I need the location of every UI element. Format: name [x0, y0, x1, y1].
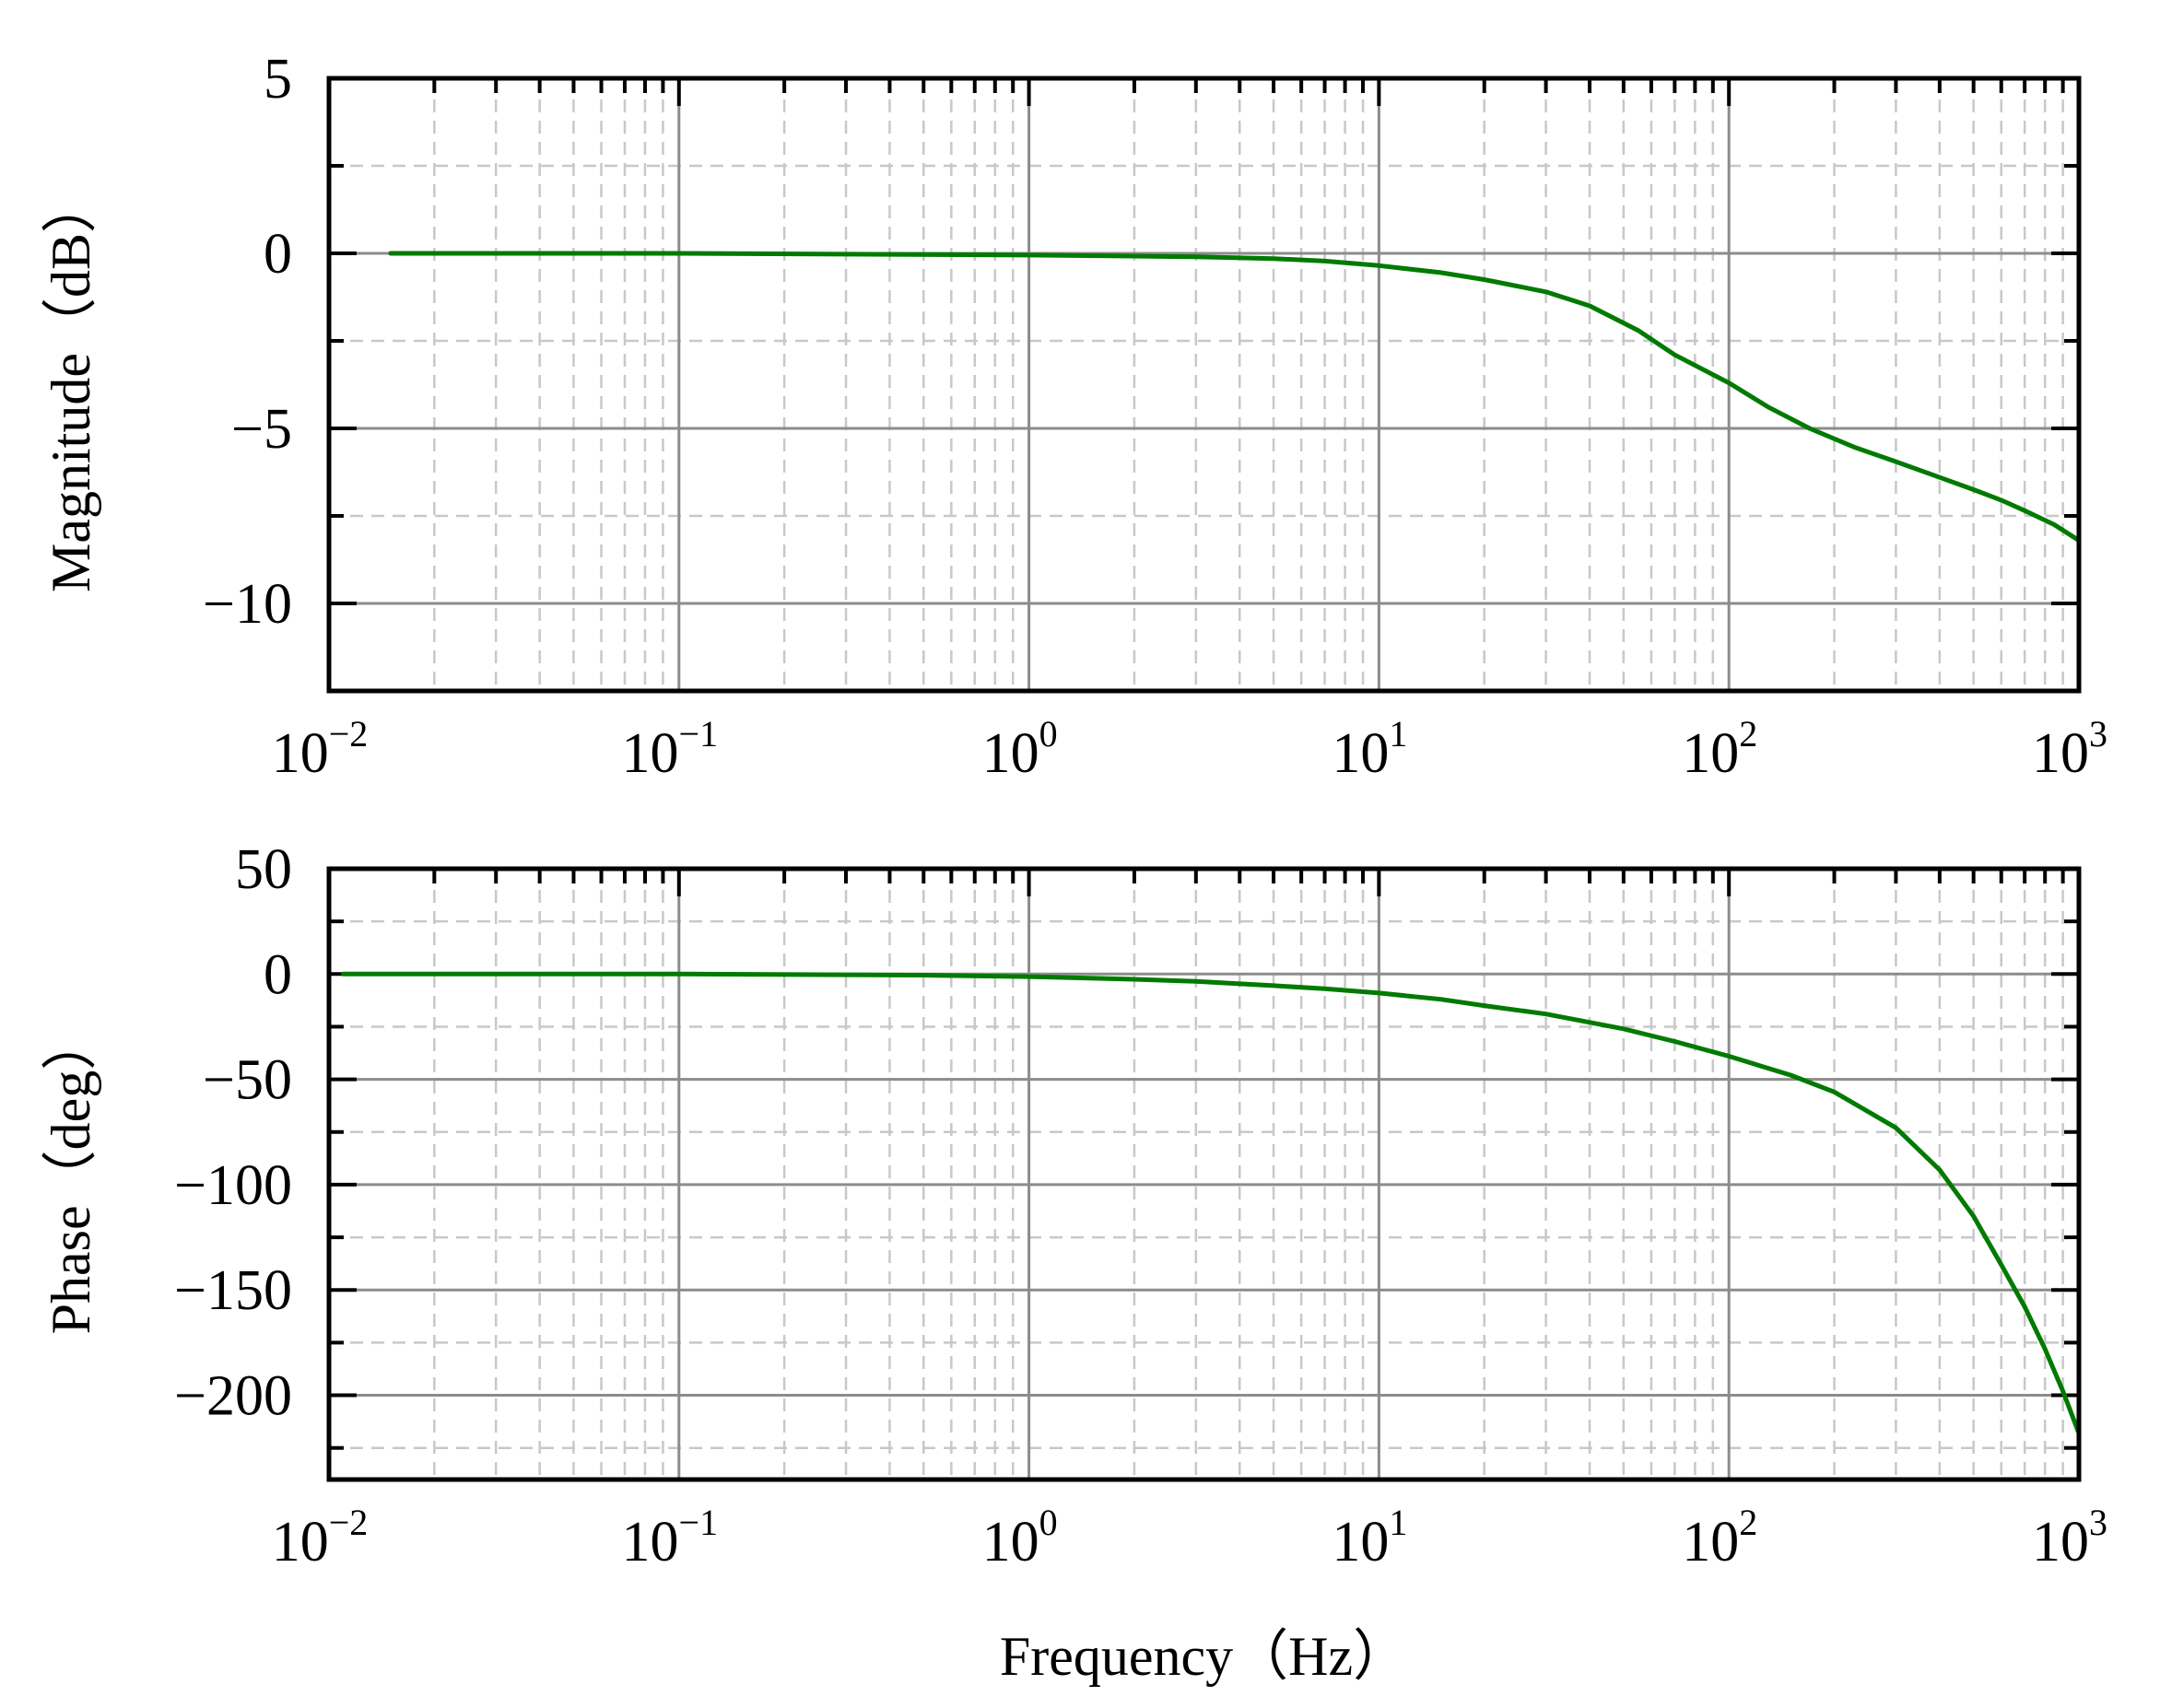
- phase-y-tick-label: 50: [235, 838, 292, 901]
- phase-x-tick-label: 103: [2032, 1502, 2107, 1573]
- phase-grid: [327, 867, 2081, 1480]
- magnitude-y-axis-title: Magnitude（dB）: [41, 178, 101, 592]
- phase-ticks: [327, 867, 2081, 1450]
- phase-x-tick-label: 101: [1332, 1502, 1407, 1573]
- magnitude-y-tick-label: 0: [264, 223, 292, 286]
- magnitude-series-line: [388, 251, 2082, 544]
- phase-y-axis-title: Phase（deg）: [41, 1015, 101, 1335]
- magnitude-plot-frame: [326, 76, 2082, 694]
- magnitude-y-tick-label: −5: [231, 398, 292, 461]
- phase-x-tick-label: 10−2: [272, 1502, 369, 1573]
- magnitude-y-tick-label: −10: [203, 573, 292, 636]
- phase-x-tick-label: 100: [982, 1502, 1058, 1573]
- magnitude-panel: 5 0 −5 −10 10−2 10−1 100 101 102 103 Magnitude（dB）: [41, 48, 2107, 785]
- magnitude-y-tick-label: 5: [264, 48, 292, 111]
- magnitude-x-tick-label: 10−1: [622, 713, 719, 785]
- phase-y-tick-label: −50: [203, 1049, 292, 1112]
- magnitude-x-tick-label: 102: [1682, 713, 1757, 785]
- magnitude-x-tick-label: 103: [2032, 713, 2107, 785]
- phase-y-tick-label: 0: [264, 943, 292, 1006]
- phase-y-tick-label: −100: [174, 1154, 292, 1217]
- phase-y-tick-label: −200: [174, 1365, 292, 1428]
- phase-x-tick-label: 10−1: [622, 1502, 719, 1573]
- phase-x-tick-label: 102: [1682, 1502, 1757, 1573]
- magnitude-grid: [327, 76, 2081, 691]
- phase-y-tick-label: −150: [174, 1259, 292, 1322]
- magnitude-x-tick-label: 10−2: [272, 713, 369, 785]
- phase-series-line: [341, 971, 2082, 1436]
- phase-plot-frame: [326, 866, 2082, 1482]
- phase-panel: 50 0 −50 −100 −150 −200 10−2 10−1 100 101 102 103 Ph…: [41, 838, 2107, 1687]
- magnitude-x-tick-label: 101: [1332, 713, 1407, 785]
- phase-x-axis-title: Frequency（Hz）: [1000, 1626, 1408, 1687]
- magnitude-x-tick-label: 100: [982, 713, 1058, 785]
